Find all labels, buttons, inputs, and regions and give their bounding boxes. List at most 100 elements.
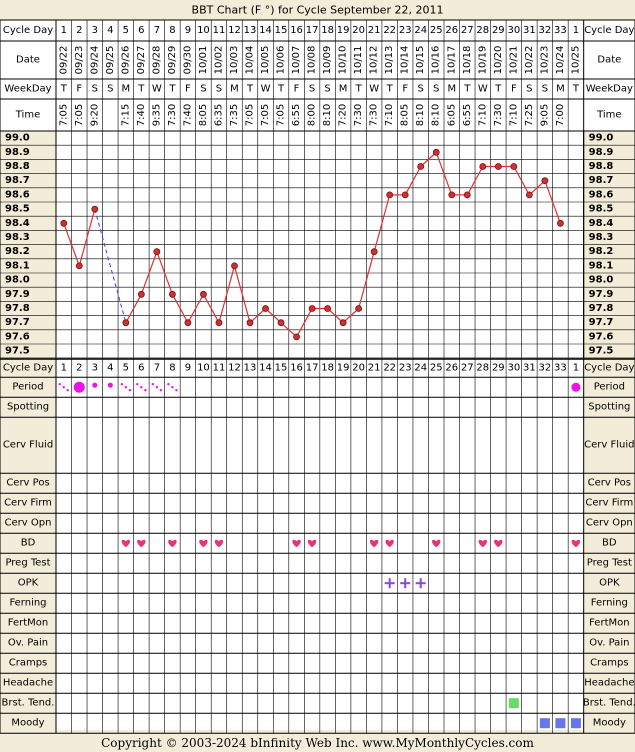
- y-tick-label-right: 98.1: [589, 260, 614, 271]
- temperature-segment: [280, 322, 297, 338]
- cycle-day-cell: 10: [197, 25, 210, 36]
- time-cell: 7:05: [245, 104, 256, 126]
- time-cell: 7:30: [369, 104, 380, 126]
- row-label-preg-test-left: Preg Test: [5, 558, 50, 569]
- temperature-segment: [156, 251, 173, 295]
- y-tick-label-right: 97.7: [589, 317, 614, 328]
- row-label-opk-right: OPK: [599, 578, 620, 589]
- temperature-point: [153, 248, 161, 256]
- tracking-cycle-day-cell: 15: [275, 363, 288, 374]
- y-tick-label-right: 98.3: [589, 232, 614, 243]
- time-cell: 7:05: [58, 104, 69, 126]
- heart-icon: [168, 539, 177, 548]
- cycle-day-cell: 7: [154, 25, 160, 36]
- cycle-day-cell: 31: [523, 25, 536, 36]
- temperature-point: [339, 319, 347, 327]
- tracking-cycle-day-cell: 22: [383, 363, 396, 374]
- heart-icon: [369, 539, 379, 548]
- tracking-cycle-day-cell: 19: [337, 363, 350, 374]
- date-cell: 10/22: [524, 46, 535, 75]
- y-tick-label-right: 98.9: [589, 147, 614, 158]
- temperature-segment: [265, 308, 282, 324]
- heart-icon: [385, 539, 394, 548]
- cycle-day-cell: 9: [185, 25, 191, 36]
- y-tick-label-left: 98.0: [5, 275, 30, 286]
- tracking-cycle-day-cell: 1: [61, 363, 67, 374]
- temperature-segment: [466, 166, 484, 196]
- cycle-day-cell: 17: [306, 25, 319, 36]
- temperature-segment: [513, 166, 530, 196]
- period-spotting-dot: [58, 383, 61, 386]
- time-cell: 7:20: [338, 104, 349, 126]
- date-cell: 10/06: [276, 46, 287, 75]
- date-cell: 10/05: [260, 46, 271, 75]
- temperature-point: [401, 191, 409, 199]
- date-cell: 10/19: [477, 46, 488, 75]
- cycle-day-cell: 20: [352, 25, 365, 36]
- time-cell: 8:10: [322, 104, 333, 126]
- time-cell: 6:05: [446, 104, 457, 126]
- date-cell: 10/21: [508, 46, 519, 75]
- y-tick-label-right: 97.8: [589, 303, 614, 314]
- heart-icon: [432, 539, 441, 548]
- cycle-day-cell: 16: [290, 25, 303, 36]
- date-cell: 09/28: [151, 46, 162, 75]
- heart-icon: [137, 539, 146, 548]
- time-cell: 7:00: [555, 104, 566, 126]
- time-cell: 7:05: [74, 104, 85, 126]
- cycle-day-cell: 2: [76, 25, 82, 36]
- time-cell: 6:55: [291, 104, 302, 126]
- y-tick-label-right: 98.8: [589, 161, 614, 172]
- temperature-segment: [233, 265, 251, 323]
- tracking-cycle-day-cell: 16: [290, 363, 303, 374]
- temperature-point: [215, 319, 223, 327]
- date-cell: 10/14: [400, 46, 411, 75]
- row-label-cerv-fluid-right: Cerv Fluid: [584, 440, 634, 451]
- row-label-ferning-left: Ferning: [9, 598, 46, 609]
- breast-tenderness-marker: [508, 698, 519, 709]
- heart-icon: [307, 539, 317, 548]
- date-cell: 10/16: [431, 46, 442, 75]
- time-cell: 7:10: [384, 104, 395, 126]
- tracking-cycle-day-cell: 13: [244, 363, 257, 374]
- date-cell: 09/25: [105, 46, 116, 75]
- temperature-segment: [296, 308, 313, 338]
- time-cell: 6:55: [462, 104, 473, 126]
- time-cell: 8:00: [307, 104, 318, 126]
- date-label-left: Date: [16, 55, 40, 66]
- period-spotting-dot: [136, 383, 139, 386]
- tracking-cycle-day-cell: 30: [507, 363, 520, 374]
- cycle-day-cell: 32: [539, 25, 552, 36]
- row-label-cerv-opn-left: Cerv Opn: [5, 518, 52, 529]
- period-heavy-dot: [73, 381, 85, 393]
- bbt-chart: BBT Chart (F °) for Cycle September 22, …: [0, 4, 635, 734]
- tracking-cycle-day-cell: 2: [76, 363, 82, 374]
- date-cell: 10/04: [245, 46, 256, 75]
- cycle-day-cell: 25: [430, 25, 443, 36]
- tracking-cycle-day-cell: 29: [492, 363, 505, 374]
- weekday-cell: M: [447, 84, 456, 95]
- row-label-spotting-right: Spotting: [588, 402, 630, 413]
- tracking-cycle-day-cell: 25: [430, 363, 443, 374]
- cycle-day-cell: 11: [213, 25, 226, 36]
- time-label-left: Time: [15, 110, 40, 121]
- date-cell: 09/29: [167, 46, 178, 75]
- temperature-point: [557, 219, 564, 227]
- cycle-day-cell: 33: [554, 25, 567, 36]
- moody-marker: [555, 718, 566, 729]
- temperature-point: [355, 305, 363, 312]
- period-spotting-dot: [171, 386, 174, 389]
- temperature-point: [510, 163, 518, 170]
- date-cell: 09/26: [120, 46, 131, 75]
- row-label-ov-pain-right: Ov. Pain: [589, 638, 629, 649]
- date-cell: 10/12: [369, 46, 380, 75]
- temperature-segment: [125, 294, 142, 323]
- tracking-cycle-day-cell: 11: [213, 363, 226, 374]
- cycle-day-cell: 27: [461, 25, 474, 36]
- y-tick-label-left: 98.9: [5, 147, 30, 158]
- y-tick-label-right: 99.0: [589, 133, 614, 144]
- weekday-cell: S: [526, 84, 532, 95]
- temperature-point: [479, 163, 487, 170]
- heart-icon: [478, 539, 487, 548]
- y-tick-label-left: 99.0: [5, 133, 30, 144]
